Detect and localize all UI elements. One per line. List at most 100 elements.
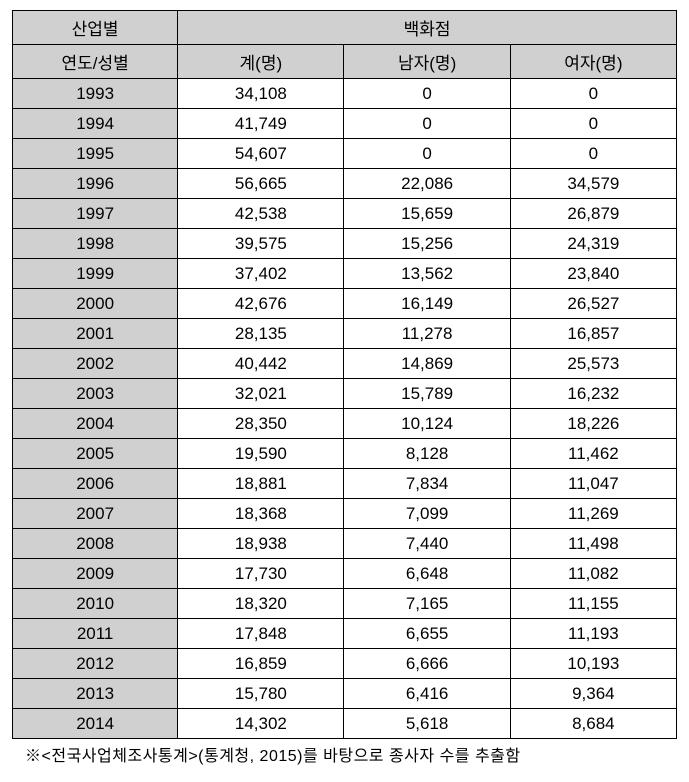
cell-year: 2013 xyxy=(13,679,178,709)
cell-male: 15,789 xyxy=(344,379,510,409)
cell-total: 39,575 xyxy=(178,229,344,259)
table-row: 199554,60700 xyxy=(13,139,677,169)
cell-female: 11,498 xyxy=(510,529,676,559)
table-row: 199839,57515,25624,319 xyxy=(13,229,677,259)
table-row: 201216,8596,66610,193 xyxy=(13,649,677,679)
cell-male: 6,648 xyxy=(344,559,510,589)
cell-male: 5,618 xyxy=(344,709,510,739)
cell-total: 17,730 xyxy=(178,559,344,589)
table-row: 200128,13511,27816,857 xyxy=(13,319,677,349)
table-row: 199656,66522,08634,579 xyxy=(13,169,677,199)
cell-male: 10,124 xyxy=(344,409,510,439)
cell-male: 7,099 xyxy=(344,499,510,529)
cell-year: 1996 xyxy=(13,169,178,199)
cell-year: 2009 xyxy=(13,559,178,589)
cell-male: 6,416 xyxy=(344,679,510,709)
cell-male: 7,834 xyxy=(344,469,510,499)
cell-male: 8,128 xyxy=(344,439,510,469)
cell-total: 42,676 xyxy=(178,289,344,319)
cell-male: 16,149 xyxy=(344,289,510,319)
cell-female: 11,082 xyxy=(510,559,676,589)
footnote-text: ※<전국사업체조사통계>(통계청, 2015)를 바탕으로 종사자 수를 추출함 xyxy=(25,742,679,766)
table-row: 199441,74900 xyxy=(13,109,677,139)
cell-year: 2010 xyxy=(13,589,178,619)
cell-total: 18,320 xyxy=(178,589,344,619)
cell-male: 14,869 xyxy=(344,349,510,379)
cell-year: 2001 xyxy=(13,319,178,349)
cell-total: 37,402 xyxy=(178,259,344,289)
table-row: 200428,35010,12418,226 xyxy=(13,409,677,439)
cell-total: 18,368 xyxy=(178,499,344,529)
cell-total: 16,859 xyxy=(178,649,344,679)
table-row: 200718,3687,09911,269 xyxy=(13,499,677,529)
cell-female: 23,840 xyxy=(510,259,676,289)
cell-year: 2008 xyxy=(13,529,178,559)
header-female: 여자(명) xyxy=(510,45,676,79)
cell-total: 14,302 xyxy=(178,709,344,739)
cell-female: 24,319 xyxy=(510,229,676,259)
cell-female: 16,857 xyxy=(510,319,676,349)
cell-female: 11,047 xyxy=(510,469,676,499)
cell-male: 13,562 xyxy=(344,259,510,289)
cell-total: 28,135 xyxy=(178,319,344,349)
table-row: 200519,5908,12811,462 xyxy=(13,439,677,469)
cell-female: 0 xyxy=(510,139,676,169)
cell-year: 2007 xyxy=(13,499,178,529)
cell-total: 17,848 xyxy=(178,619,344,649)
cell-year: 2012 xyxy=(13,649,178,679)
cell-female: 11,462 xyxy=(510,439,676,469)
table-row: 200818,9387,44011,498 xyxy=(13,529,677,559)
table-row: 199334,10800 xyxy=(13,79,677,109)
cell-year: 1997 xyxy=(13,199,178,229)
header-year-gender: 연도/성별 xyxy=(13,45,178,79)
header-male: 남자(명) xyxy=(344,45,510,79)
cell-male: 15,256 xyxy=(344,229,510,259)
cell-year: 2014 xyxy=(13,709,178,739)
cell-total: 42,538 xyxy=(178,199,344,229)
header-dept-store: 백화점 xyxy=(178,11,677,45)
cell-total: 18,881 xyxy=(178,469,344,499)
cell-female: 16,232 xyxy=(510,379,676,409)
table-row: 201414,3025,6188,684 xyxy=(13,709,677,739)
header-total: 계(명) xyxy=(178,45,344,79)
cell-female: 26,527 xyxy=(510,289,676,319)
cell-year: 2003 xyxy=(13,379,178,409)
cell-year: 2006 xyxy=(13,469,178,499)
cell-total: 18,938 xyxy=(178,529,344,559)
table-row: 200240,44214,86925,573 xyxy=(13,349,677,379)
cell-female: 26,879 xyxy=(510,199,676,229)
cell-male: 7,165 xyxy=(344,589,510,619)
cell-female: 18,226 xyxy=(510,409,676,439)
cell-total: 15,780 xyxy=(178,679,344,709)
cell-female: 8,684 xyxy=(510,709,676,739)
cell-total: 40,442 xyxy=(178,349,344,379)
cell-year: 1993 xyxy=(13,79,178,109)
header-row-1: 산업별 백화점 xyxy=(13,11,677,45)
cell-total: 54,607 xyxy=(178,139,344,169)
table-row: 200618,8817,83411,047 xyxy=(13,469,677,499)
table-row: 200332,02115,78916,232 xyxy=(13,379,677,409)
data-table: 산업별 백화점 연도/성별 계(명) 남자(명) 여자(명) 199334,10… xyxy=(12,10,677,739)
table-row: 200042,67616,14926,527 xyxy=(13,289,677,319)
cell-male: 6,655 xyxy=(344,619,510,649)
cell-total: 41,749 xyxy=(178,109,344,139)
cell-female: 11,193 xyxy=(510,619,676,649)
table-row: 201117,8486,65511,193 xyxy=(13,619,677,649)
cell-year: 1998 xyxy=(13,229,178,259)
cell-female: 0 xyxy=(510,109,676,139)
cell-male: 0 xyxy=(344,79,510,109)
table-body: 199334,10800199441,74900199554,607001996… xyxy=(13,79,677,739)
cell-female: 25,573 xyxy=(510,349,676,379)
cell-male: 0 xyxy=(344,139,510,169)
cell-year: 1999 xyxy=(13,259,178,289)
cell-female: 11,155 xyxy=(510,589,676,619)
cell-male: 15,659 xyxy=(344,199,510,229)
cell-year: 2004 xyxy=(13,409,178,439)
cell-year: 1994 xyxy=(13,109,178,139)
cell-male: 11,278 xyxy=(344,319,510,349)
header-row-2: 연도/성별 계(명) 남자(명) 여자(명) xyxy=(13,45,677,79)
cell-total: 34,108 xyxy=(178,79,344,109)
cell-male: 6,666 xyxy=(344,649,510,679)
cell-year: 2011 xyxy=(13,619,178,649)
cell-female: 9,364 xyxy=(510,679,676,709)
